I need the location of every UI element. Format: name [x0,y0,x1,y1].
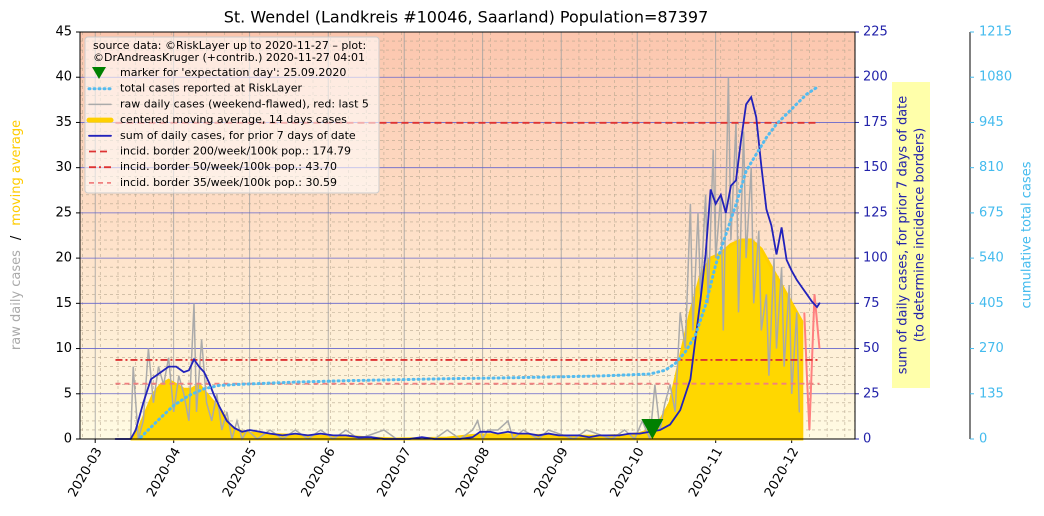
y-axis-label-part: / [9,235,24,240]
x-tick-label: 2020-07 [375,445,415,500]
y3-axis-label: cumulative total cases [1020,161,1035,308]
series-line-highlight [803,294,821,431]
y3-tick-label: 540 [979,251,1004,266]
y3-tick-label: 405 [979,296,1004,311]
y-tick-label: 45 [55,25,72,40]
x-tick-label: 2020-05 [220,445,260,500]
y2-tick-label: 0 [863,432,871,447]
series-line [114,94,821,440]
y-tick-label: 10 [55,341,72,356]
legend-header: ©DrAndreasKruger (+contrib.) 2020-11-27 … [93,51,365,64]
chart-title: St. Wendel (Landkreis #10046, Saarland) … [224,8,709,27]
y2-tick-label: 100 [863,251,888,266]
x-tick-label: 2020-03 [66,445,106,500]
y-axis-label: raw daily cases / moving average [9,120,24,350]
legend-label: incid. border 200/week/100k pop.: 174.79 [120,145,351,158]
y2-tick-label: 175 [863,115,888,130]
y3-tick-label: 1215 [979,25,1012,40]
legend-symbol [92,67,106,79]
y2-axis-label: (to determine incidence borders) [913,128,928,343]
legend-label: centered moving average, 14 days cases [120,113,347,126]
plot-frame [79,31,856,440]
y3-tick-label: 945 [979,115,1004,130]
x-tick-label: 2020-08 [453,445,493,500]
legend-header: source data: ©RiskLayer up to 2020-11-27… [93,39,366,52]
legend: source data: ©RiskLayer up to 2020-11-27… [84,36,380,194]
y2-tick-label: 200 [863,70,888,85]
legend-label: raw daily cases (weekend-flawed), red: l… [120,97,369,110]
y-tick-label: 15 [55,296,72,311]
y-tick-label: 30 [55,160,72,175]
y2-tick-label: 150 [863,160,888,175]
y2-label-box [892,82,930,388]
y-tick-label: 0 [64,432,72,447]
y2-tick-label: 75 [863,296,880,311]
y2-tick-label: 225 [863,25,888,40]
x-tick-label: 2020-10 [608,445,648,500]
x-tick-label: 2020-12 [762,445,802,500]
legend-label: incid. border 35/week/100k pop.: 30.59 [120,176,337,189]
y-tick-label: 20 [55,251,72,266]
y3-tick-label: 1080 [979,70,1012,85]
y3-tick-label: 0 [979,432,987,447]
expectation-marker [641,419,664,439]
series-line [139,85,819,439]
y-tick-label: 35 [55,115,72,130]
x-tick-label: 2020-04 [144,445,184,500]
legend-label: sum of daily cases, for prior 7 days of … [120,129,356,142]
x-tick-label: 2020-11 [686,445,726,500]
x-tick-label: 2020-06 [299,445,339,500]
y3-tick-label: 675 [979,205,1004,220]
y2-axis-label: sum of daily cases, for prior 7 days of … [896,96,911,375]
area [129,238,804,441]
y3-tick-label: 270 [979,341,1004,356]
y-axis-label-part: raw daily cases [9,250,24,350]
legend-box [84,36,380,194]
y2-tick-label: 50 [863,341,880,356]
y-tick-label: 5 [64,386,72,401]
legend-label: total cases reported at RiskLayer [120,82,303,95]
y3-tick-label: 810 [979,160,1004,175]
y-axis-label-part: moving average [9,120,24,226]
y-tick-label: 40 [55,70,72,85]
y3-tick-label: 135 [979,386,1004,401]
y-tick-label: 25 [55,205,72,220]
legend-label: incid. border 50/week/100k pop.: 43.70 [120,160,337,173]
y2-tick-label: 125 [863,205,888,220]
legend-label: marker for 'expectation day': 25.09.2020 [120,66,346,79]
y2-tick-label: 25 [863,386,880,401]
x-tick-label: 2020-09 [532,445,572,500]
